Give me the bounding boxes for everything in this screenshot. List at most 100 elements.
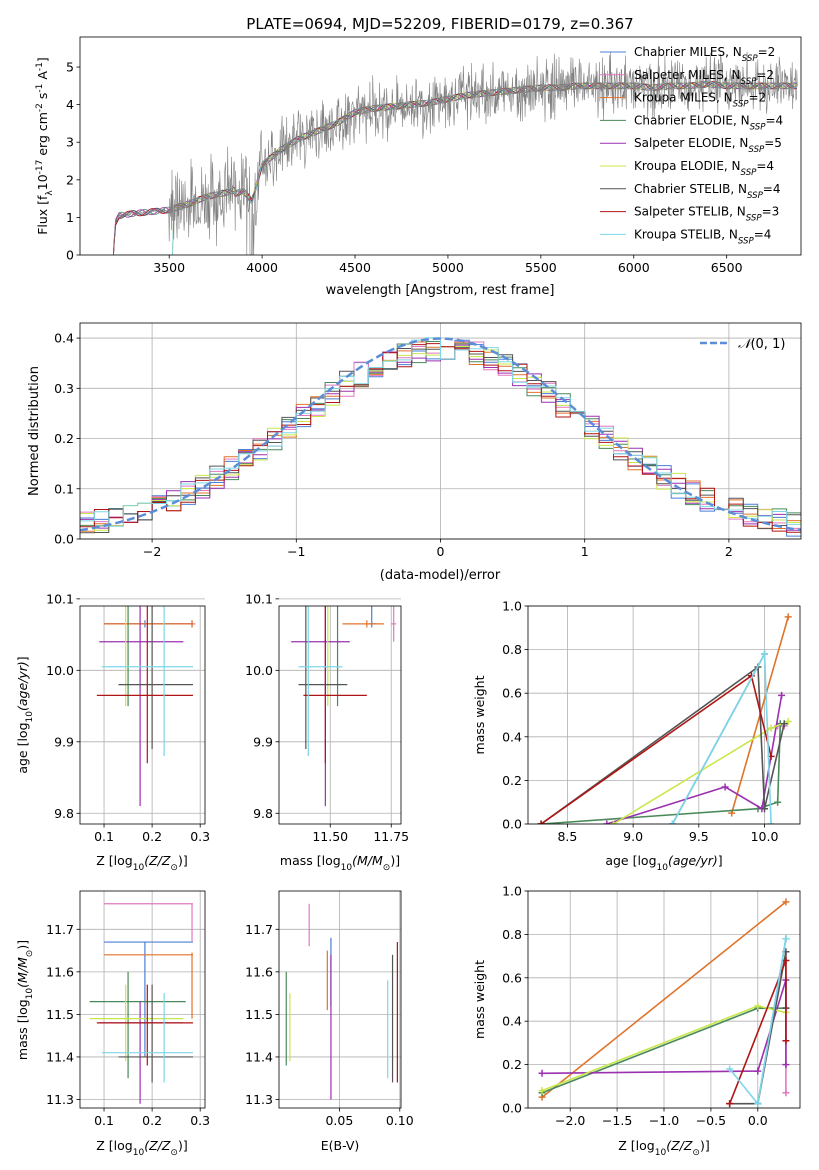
x-tick-label: 0.0 [748, 1113, 768, 1128]
series-marker [754, 1067, 762, 1075]
series-marker [538, 1069, 546, 1077]
y-tick-label: 11.6 [245, 964, 273, 979]
series-marker [767, 820, 775, 824]
series-marker [609, 820, 617, 824]
legend-entry: Kroupa STELIB, NSSP=4 [634, 227, 771, 246]
y-tick-label: 10.0 [245, 663, 273, 678]
error-bar-point [89, 971, 186, 1079]
series-line [541, 901, 787, 1098]
series-marker [782, 1037, 790, 1045]
y-tick-label: 1.0 [502, 599, 522, 614]
x-tick-label: 0.05 [325, 1113, 353, 1128]
x-tick-label: 0.1 [94, 1113, 114, 1128]
series-marker [782, 956, 790, 964]
axes-spectrum: 3500 4000 4500 5000 5500 6000 6500 0 1 2 3 4 5 wavele… [35, 36, 802, 298]
series-marker [721, 783, 729, 791]
series-marker [782, 1061, 790, 1069]
series-marker [778, 691, 786, 699]
series-marker [538, 1087, 546, 1095]
x-tick-label: 5500 [525, 260, 557, 275]
x-axis-label: wavelength [Angstrom, rest frame] [326, 283, 555, 298]
series-marker [784, 718, 792, 726]
y-tick-label: 9.9 [253, 734, 273, 749]
mass-weight-series [538, 898, 790, 1101]
model-line [113, 81, 798, 254]
x-tick-label: 0.3 [190, 829, 210, 844]
x-tick-label: 4500 [339, 260, 371, 275]
y-tick-label: 11.5 [245, 1007, 273, 1022]
plot-area [285, 903, 398, 1100]
x-tick-label: 3500 [153, 260, 185, 275]
series-marker [537, 820, 545, 824]
axes-mw_age: 8.5 9.0 9.5 10.0 0.0 0.2 0.4 0.6 0.8 1.0 mass weig… [472, 599, 801, 873]
series-marker [669, 820, 677, 824]
legend-entry: Salpeter ELODIE, NSSP=5 [634, 136, 782, 155]
data-spectrum-line [113, 51, 798, 255]
histogram-steps [80, 344, 801, 531]
x-tick-label: −1.5 [602, 1113, 632, 1128]
gaussian-curve [80, 337, 801, 532]
plot-area [89, 903, 193, 1104]
y-tick-label: 11.6 [46, 964, 74, 979]
error-bar-point [104, 903, 193, 943]
x-tick-label: 2 [725, 544, 733, 559]
plot-area [96, 606, 196, 807]
y-tick-label: 11.7 [245, 922, 273, 937]
series-marker [726, 1065, 734, 1073]
plot-area [538, 898, 790, 1108]
series-marker [774, 798, 782, 806]
mass-weight-series [537, 672, 775, 824]
axes-mw_Z: −2.0 −1.5 −1.0 −0.5 0.0 0.0 0.2 0.4 0.6 0.8 1.0 mas… [472, 884, 801, 1158]
y-axis-label: Normed distribution [27, 366, 42, 496]
y-tick-label: 0.0 [54, 532, 74, 547]
series-marker [780, 720, 788, 728]
x-tick-label: 0 [437, 544, 445, 559]
y-tick-label: 9.8 [253, 806, 273, 821]
legend-entry: Kroupa MILES, NSSP=2 [634, 91, 766, 110]
error-bar-point [303, 606, 367, 764]
legend-entry: 𝒩(0, 1) [738, 337, 785, 352]
x-tick-label: 0.2 [142, 829, 162, 844]
y-tick-label: 0.2 [502, 773, 522, 788]
legend: 𝒩(0, 1) [700, 337, 785, 352]
error-bar-point [104, 952, 193, 1019]
plot-area [80, 337, 801, 537]
x-tick-label: −2 [143, 544, 161, 559]
x-tick-label: 10.0 [751, 829, 779, 844]
axes-frame [79, 36, 802, 256]
x-tick-label: −2.0 [555, 1113, 585, 1128]
y-tick-label: 0.4 [502, 1014, 522, 1029]
error-bar-point [96, 606, 193, 764]
error-bar-point [342, 620, 384, 628]
mass-weight-series [726, 956, 790, 1108]
error-bar-point [99, 606, 184, 807]
axes-frame [527, 890, 801, 1109]
y-tick-label: 11.7 [46, 922, 74, 937]
y-tick-label: 0 [66, 248, 74, 263]
series-marker [754, 1002, 762, 1010]
y-tick-label: 0.0 [502, 817, 522, 832]
mass-weight-series [537, 720, 784, 824]
x-tick-label: 1 [581, 544, 589, 559]
x-tick-label: 5000 [432, 260, 464, 275]
y-axis-label: age [log10(age/yr)] [15, 656, 35, 773]
x-tick-label: 6000 [618, 260, 650, 275]
figure-title: PLATE=0694, MJD=52209, FIBERID=0179, z=0… [246, 15, 633, 33]
y-tick-label: 11.3 [245, 1092, 273, 1107]
y-tick-label: 0.8 [502, 927, 522, 942]
y-tick-label: 0.6 [502, 686, 522, 701]
error-bar-point [96, 984, 193, 1066]
y-axis-label: Flux [fλ10-17 erg cm-2 s-1 A-1] [35, 57, 55, 235]
legend: Chabrier MILES, NSSP=2 Salpeter MILES, NS… [600, 45, 783, 246]
series-marker [782, 935, 790, 943]
y-tick-label: 11.5 [46, 1007, 74, 1022]
x-axis-label: age [log10(age/yr)] [605, 853, 722, 873]
y-tick-label: 11.4 [245, 1049, 273, 1064]
series-marker [754, 1100, 762, 1108]
x-tick-label: 0.2 [142, 1113, 162, 1128]
y-tick-label: 9.8 [54, 806, 74, 821]
y-tick-label: 0.4 [54, 331, 74, 346]
x-tick-label: 0.1 [94, 829, 114, 844]
series-marker [782, 1089, 790, 1097]
y-tick-label: 11.4 [46, 1049, 74, 1064]
